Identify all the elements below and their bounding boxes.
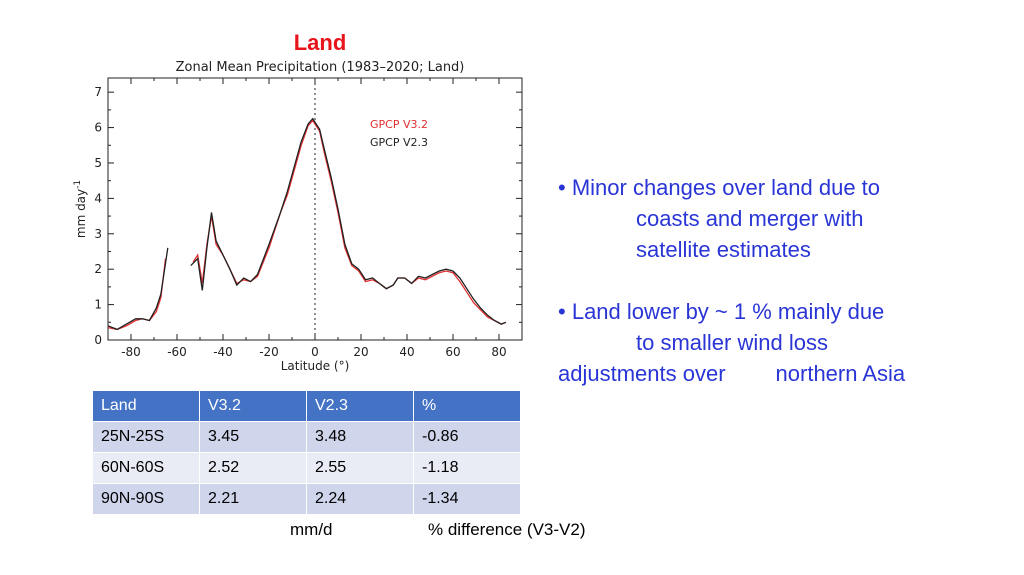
x-axis-label: Latitude (°) (281, 359, 350, 373)
y-tick-label: 4 (94, 191, 102, 205)
table-cell: 25N-25S (92, 421, 200, 453)
table-cell: 2.55 (306, 452, 414, 484)
y-tick-label: 7 (94, 85, 102, 99)
table-cell: -1.34 (413, 483, 521, 515)
table-cell: -0.86 (413, 421, 521, 453)
bullet-1-line-3: satellite estimates (636, 237, 811, 262)
bullet-2-line-3b: northern Asia (775, 361, 906, 386)
x-tick-label: 80 (491, 345, 506, 359)
legend-entry-v32: GPCP V3.2 (370, 118, 428, 131)
x-tick-label: 20 (353, 345, 368, 359)
units-footnote: mm/d (290, 520, 333, 539)
bullet-2-line-3a: adjustments over (558, 361, 726, 386)
x-tick-label: -80 (121, 345, 141, 359)
header-cell-v23: V2.3 (306, 390, 414, 422)
precipitation-chart: Zonal Mean Precipitation (1983–2020; Lan… (73, 60, 523, 373)
y-axis-label: mm day-1 (73, 180, 88, 238)
x-tick-label: -60 (167, 345, 187, 359)
bullet-1: • Minor changes over land due to coasts … (558, 172, 998, 265)
bullet-1-line-2: coasts and merger with (636, 206, 864, 231)
x-tick-label: -40 (213, 345, 233, 359)
y-tick-label: 2 (94, 262, 102, 276)
difference-footnote: % difference (V3-V2) (428, 520, 586, 539)
table-cell: 2.24 (306, 483, 414, 515)
chart-title: Zonal Mean Precipitation (1983–2020; Lan… (176, 60, 465, 75)
legend-entry-v23: GPCP V2.3 (370, 136, 428, 149)
x-tick-label: 40 (399, 345, 414, 359)
series-line-v23 (107, 247, 169, 331)
table-cell: -1.18 (413, 452, 521, 484)
bullet-2-line-3: adjustments over northern Asia (558, 358, 998, 389)
header-cell-percent: % (413, 390, 521, 422)
table-cell: 3.48 (306, 421, 414, 453)
table-row: 90N-90S 2.21 2.24 -1.34 (92, 483, 521, 515)
y-tick-label: 0 (94, 333, 102, 347)
table-row: 25N-25S 3.45 3.48 -0.86 (92, 421, 521, 453)
bullet-2: • Land lower by ~ 1 % mainly due to smal… (558, 296, 998, 389)
precipitation-table: Land V3.2 V2.3 % 25N-25S 3.45 3.48 -0.86… (92, 390, 521, 515)
table-cell: 3.45 (199, 421, 307, 453)
table-cell: 2.52 (199, 452, 307, 484)
bullet-2-line-1: Land lower by ~ 1 % mainly due (571, 299, 885, 324)
y-tick-label: 5 (94, 156, 102, 170)
bullet-2-line-2: to smaller wind loss (636, 330, 828, 355)
table-cell: 90N-90S (92, 483, 200, 515)
header-cell-v32: V3.2 (199, 390, 307, 422)
bullet-1-line-1: Minor changes over land due to (571, 175, 881, 200)
table-row: 60N-60S 2.52 2.55 -1.18 (92, 452, 521, 484)
y-tick-label: 1 (94, 298, 102, 312)
series-line-v32 (192, 119, 507, 325)
series-line-v23 (190, 117, 507, 325)
slide-title: Land (293, 30, 347, 55)
table-cell: 60N-60S (92, 452, 200, 484)
y-axis-label-superscript: -1 (73, 180, 83, 189)
x-tick-label: 0 (311, 345, 319, 359)
x-tick-label: -20 (259, 345, 279, 359)
y-tick-label: 3 (94, 227, 102, 241)
y-tick-label: 6 (94, 121, 102, 135)
bullet-list: • Minor changes over land due to coasts … (558, 172, 998, 420)
table-cell: 2.21 (199, 483, 307, 515)
y-axis-label-text: mm day (74, 189, 88, 238)
bullet-1-marker: • (558, 175, 566, 200)
header-cell-land: Land (92, 390, 200, 422)
x-tick-label: 60 (445, 345, 460, 359)
table-header-row: Land V3.2 V2.3 % (92, 390, 521, 422)
bullet-2-marker: • (558, 299, 566, 324)
